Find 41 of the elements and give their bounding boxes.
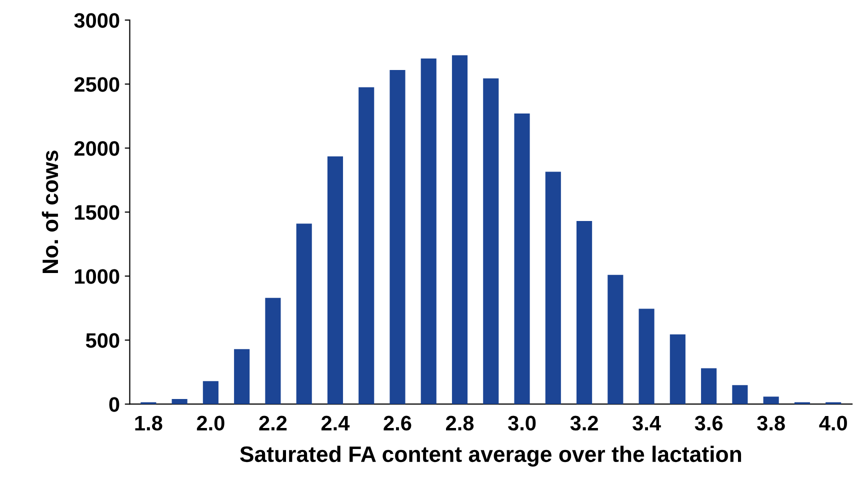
x-tick-label: 2.0 — [196, 416, 224, 431]
y-axis-title: No. of cows — [42, 150, 58, 273]
x-axis-title: Saturated FA content average over the lactation — [240, 446, 742, 467]
bar — [390, 70, 406, 404]
x-tick-label: 3.2 — [570, 416, 598, 431]
y-tick-label: 1000 — [75, 269, 120, 284]
y-tick-label: 0 — [109, 397, 120, 412]
x-tick-label: 2.2 — [259, 416, 287, 430]
bar — [358, 87, 374, 404]
bar — [763, 396, 779, 404]
bar — [172, 398, 188, 404]
bar — [420, 58, 436, 404]
x-tick-label: 2.6 — [384, 416, 412, 431]
bar — [452, 55, 468, 404]
bar — [327, 156, 344, 404]
bar — [545, 172, 561, 404]
bar — [701, 368, 717, 404]
bar — [265, 298, 281, 404]
bar — [732, 385, 748, 404]
bar — [514, 114, 530, 404]
y-tick-label: 3000 — [74, 13, 120, 28]
x-tick-label: 4.0 — [819, 416, 847, 431]
y-tick-label: 2000 — [74, 141, 120, 156]
x-tick-label: 2.8 — [446, 416, 474, 431]
bar — [483, 78, 499, 404]
bar — [638, 308, 654, 404]
x-tick-label: 1.8 — [135, 416, 162, 431]
bar — [296, 224, 312, 404]
bar — [234, 349, 250, 404]
y-tick-label: 2500 — [74, 77, 120, 92]
bar — [576, 221, 592, 404]
x-tick-label: 3.6 — [694, 416, 723, 431]
bar — [202, 381, 218, 404]
bar — [608, 274, 624, 404]
x-tick-label: 3.8 — [757, 416, 785, 431]
y-tick-label: 1500 — [75, 205, 120, 220]
y-tick-label: 500 — [86, 333, 120, 348]
x-tick-label: 2.4 — [321, 416, 350, 430]
x-tick-label: 3.0 — [508, 416, 536, 431]
x-tick-label: 3.4 — [632, 416, 661, 431]
bar — [670, 334, 686, 404]
